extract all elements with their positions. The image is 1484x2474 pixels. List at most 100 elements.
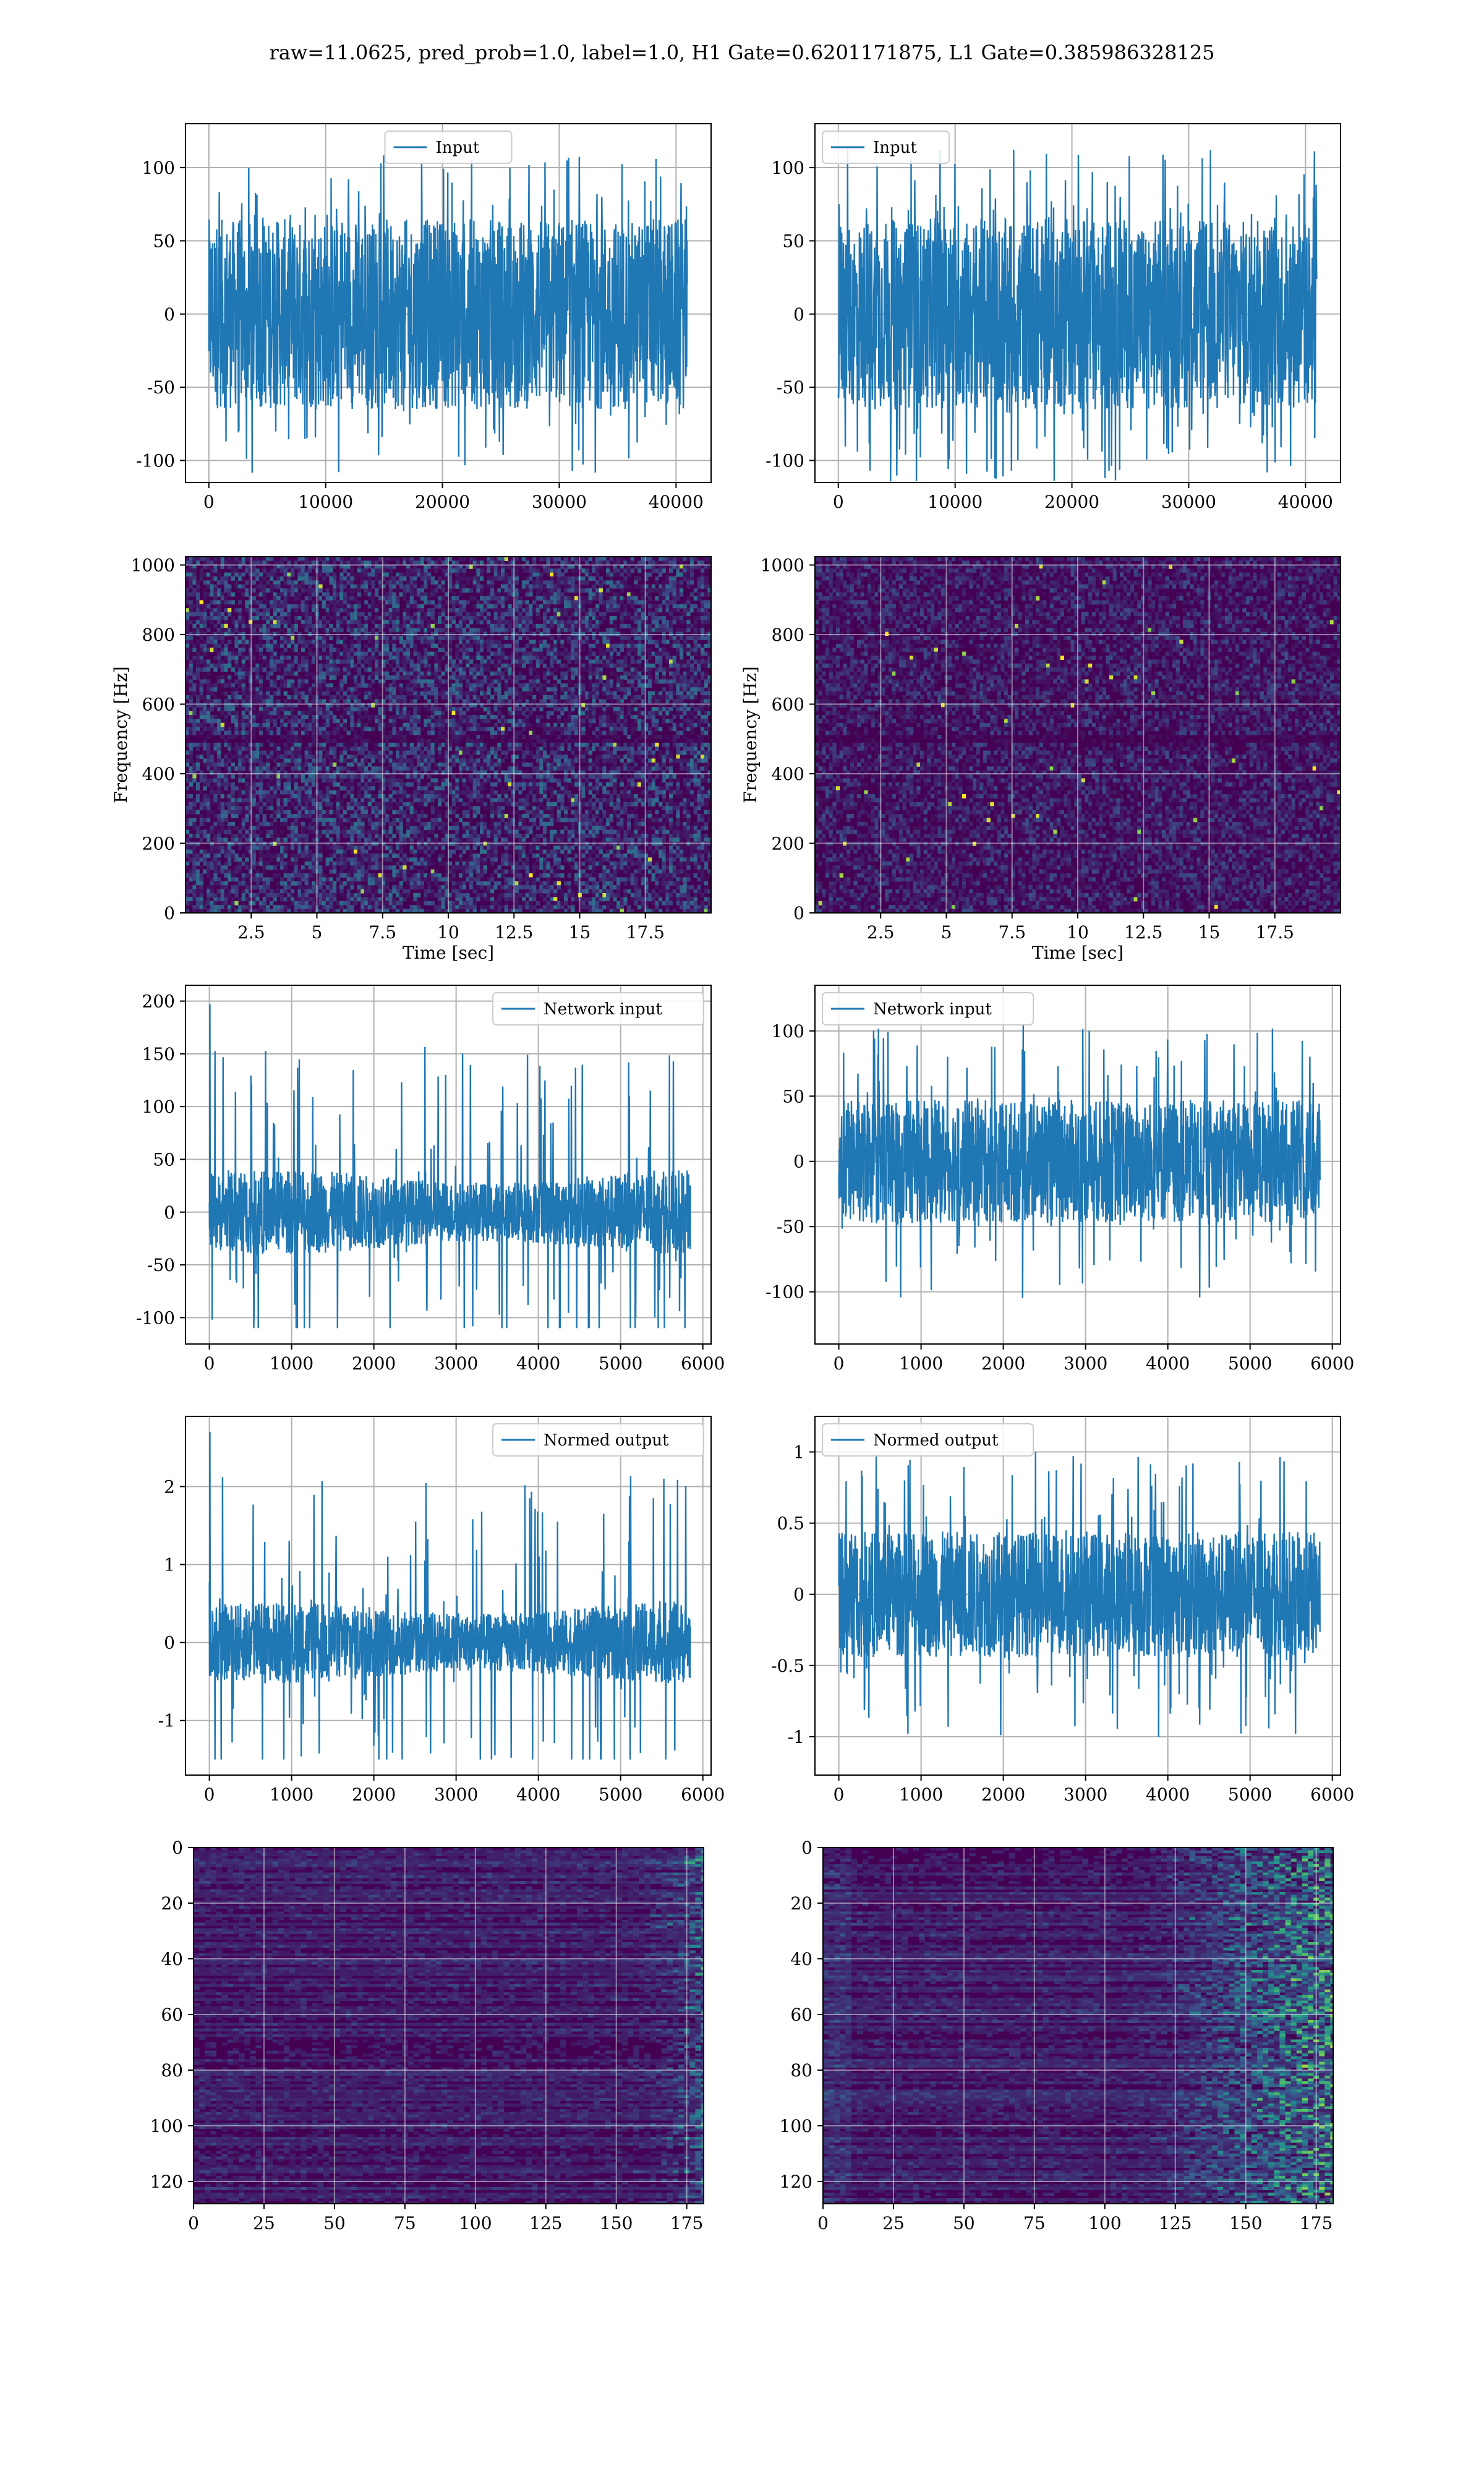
- y-tick-label: -50: [777, 1217, 804, 1237]
- y-tick-label: 100: [142, 1097, 175, 1117]
- y-tick-label: 0: [793, 304, 804, 325]
- x-tick-label: 6000: [1310, 1784, 1354, 1805]
- x-tick-label: 40000: [1278, 492, 1333, 512]
- y-tick-label: 100: [150, 2116, 183, 2136]
- x-tick-label: 0: [203, 492, 215, 512]
- legend: Input: [822, 131, 950, 164]
- y-axis-label: Frequency [Hz]: [740, 666, 761, 803]
- y-tick-label: 400: [772, 764, 804, 784]
- x-tick-label: 75: [394, 2213, 416, 2233]
- legend: Normed output: [822, 1423, 1034, 1457]
- legend-label: Normed output: [544, 1431, 669, 1450]
- x-tick-label: 1000: [899, 1784, 943, 1805]
- y-tick-label: 100: [772, 1021, 804, 1042]
- y-tick-label: 100: [780, 2116, 812, 2136]
- x-tick-label: 50: [323, 2213, 346, 2233]
- x-tick-label: 20000: [415, 492, 470, 512]
- x-tick-label: 2.5: [867, 922, 895, 943]
- x-tick-label: 150: [600, 2213, 633, 2233]
- y-tick-label: 50: [153, 231, 175, 251]
- heatmap-cells: [186, 557, 711, 913]
- x-tick-label: 175: [670, 2213, 703, 2233]
- y-tick-label: 100: [772, 158, 804, 178]
- legend: Input: [384, 131, 513, 164]
- x-tick-label: 0: [817, 2213, 829, 2233]
- x-tick-label: 6000: [681, 1353, 725, 1374]
- x-tick-label: 10: [437, 922, 459, 943]
- legend-label: Network input: [873, 1000, 992, 1019]
- x-tick-label: 0: [188, 2213, 199, 2233]
- y-tick-label: 200: [142, 991, 175, 1012]
- y-tick-label: 1: [793, 1442, 804, 1463]
- x-tick-label: 3000: [434, 1784, 478, 1805]
- y-tick-label: 600: [772, 695, 804, 715]
- x-tick-label: 5: [941, 922, 952, 943]
- x-tick-label: 5000: [599, 1784, 642, 1805]
- y-tick-label: -1: [158, 1711, 175, 1731]
- x-tick-label: 4000: [1146, 1784, 1190, 1805]
- y-tick-label: -50: [147, 377, 175, 398]
- y-tick-label: 1000: [761, 555, 804, 576]
- axes-frame: [814, 1416, 1341, 1776]
- y-tick-label: 50: [782, 1086, 804, 1106]
- y-tick-label: 200: [772, 834, 804, 854]
- y-tick-label: 40: [790, 1949, 812, 1969]
- x-tick-label: 2000: [352, 1353, 396, 1374]
- row4-left-axes: Normed output 0 1000 2000 3000 4000 5000 6000 -1…: [158, 1416, 725, 1805]
- legend: Network input: [822, 992, 1034, 1025]
- x-tick-label: 2000: [981, 1784, 1025, 1805]
- x-tick-label: 0: [834, 1353, 845, 1374]
- y-tick-label: -100: [765, 450, 804, 471]
- y-tick-label: 0: [164, 1633, 175, 1653]
- y-tick-label: 0: [164, 304, 175, 325]
- x-tick-label: 0: [204, 1353, 215, 1374]
- x-tick-label: 3000: [434, 1353, 478, 1374]
- legend-label: Normed output: [873, 1431, 999, 1450]
- y-tick-label: -50: [777, 377, 804, 398]
- x-tick-label: 7.5: [998, 922, 1026, 943]
- y-tick-label: 150: [142, 1044, 175, 1064]
- axes-frame: [185, 985, 712, 1345]
- x-tick-label: 25: [253, 2213, 275, 2233]
- x-tick-label: 4000: [516, 1784, 560, 1805]
- y-tick-label: 50: [782, 231, 804, 251]
- series-line: [838, 1452, 1321, 1737]
- x-tick-label: 30000: [532, 492, 587, 512]
- x-tick-label: 1000: [270, 1353, 313, 1374]
- x-tick-label: 0: [204, 1784, 215, 1805]
- x-tick-label: 175: [1300, 2213, 1333, 2233]
- x-tick-label: 100: [1088, 2213, 1121, 2233]
- x-tick-label: 5: [312, 922, 323, 943]
- y-tick-label: 40: [161, 1949, 183, 1969]
- x-tick-label: 1000: [899, 1353, 943, 1374]
- axes-frame: [814, 985, 1341, 1345]
- y-tick-label: 200: [142, 834, 175, 854]
- x-tick-label: 15: [569, 922, 591, 943]
- x-tick-label: 2000: [981, 1353, 1025, 1374]
- series-line: [837, 147, 1318, 482]
- x-tick-label: 150: [1229, 2213, 1262, 2233]
- y-tick-label: 0: [801, 1838, 812, 1858]
- x-tick-label: 5000: [1228, 1353, 1272, 1374]
- y-tick-label: -100: [136, 1308, 175, 1328]
- y-tick-label: 80: [161, 2060, 183, 2081]
- heatmap-cells: [823, 1847, 1333, 2204]
- legend-label: Network input: [544, 1000, 662, 1019]
- row1-right-axes: Input 0 10000 20000 30000 40000 -100 -50 0 50 100: [765, 123, 1341, 512]
- row5-right-axes: 0 25 50 75 100 125 150 175 0 20 40 60 80 100 120: [780, 1838, 1334, 2233]
- heatmap-cells: [194, 1847, 704, 2204]
- x-tick-label: 1000: [270, 1784, 313, 1805]
- legend-label: Input: [436, 139, 480, 157]
- legend: Network input: [492, 992, 704, 1025]
- legend-label: Input: [873, 139, 917, 157]
- y-tick-label: 800: [772, 625, 804, 645]
- x-axis-label: Time [sec]: [403, 943, 494, 963]
- x-tick-label: 4000: [1146, 1353, 1190, 1374]
- x-tick-label: 2.5: [237, 922, 265, 943]
- y-tick-label: -0.5: [771, 1656, 804, 1676]
- y-tick-label: 20: [790, 1893, 812, 1914]
- x-tick-label: 7.5: [369, 922, 396, 943]
- y-tick-label: 120: [150, 2172, 183, 2192]
